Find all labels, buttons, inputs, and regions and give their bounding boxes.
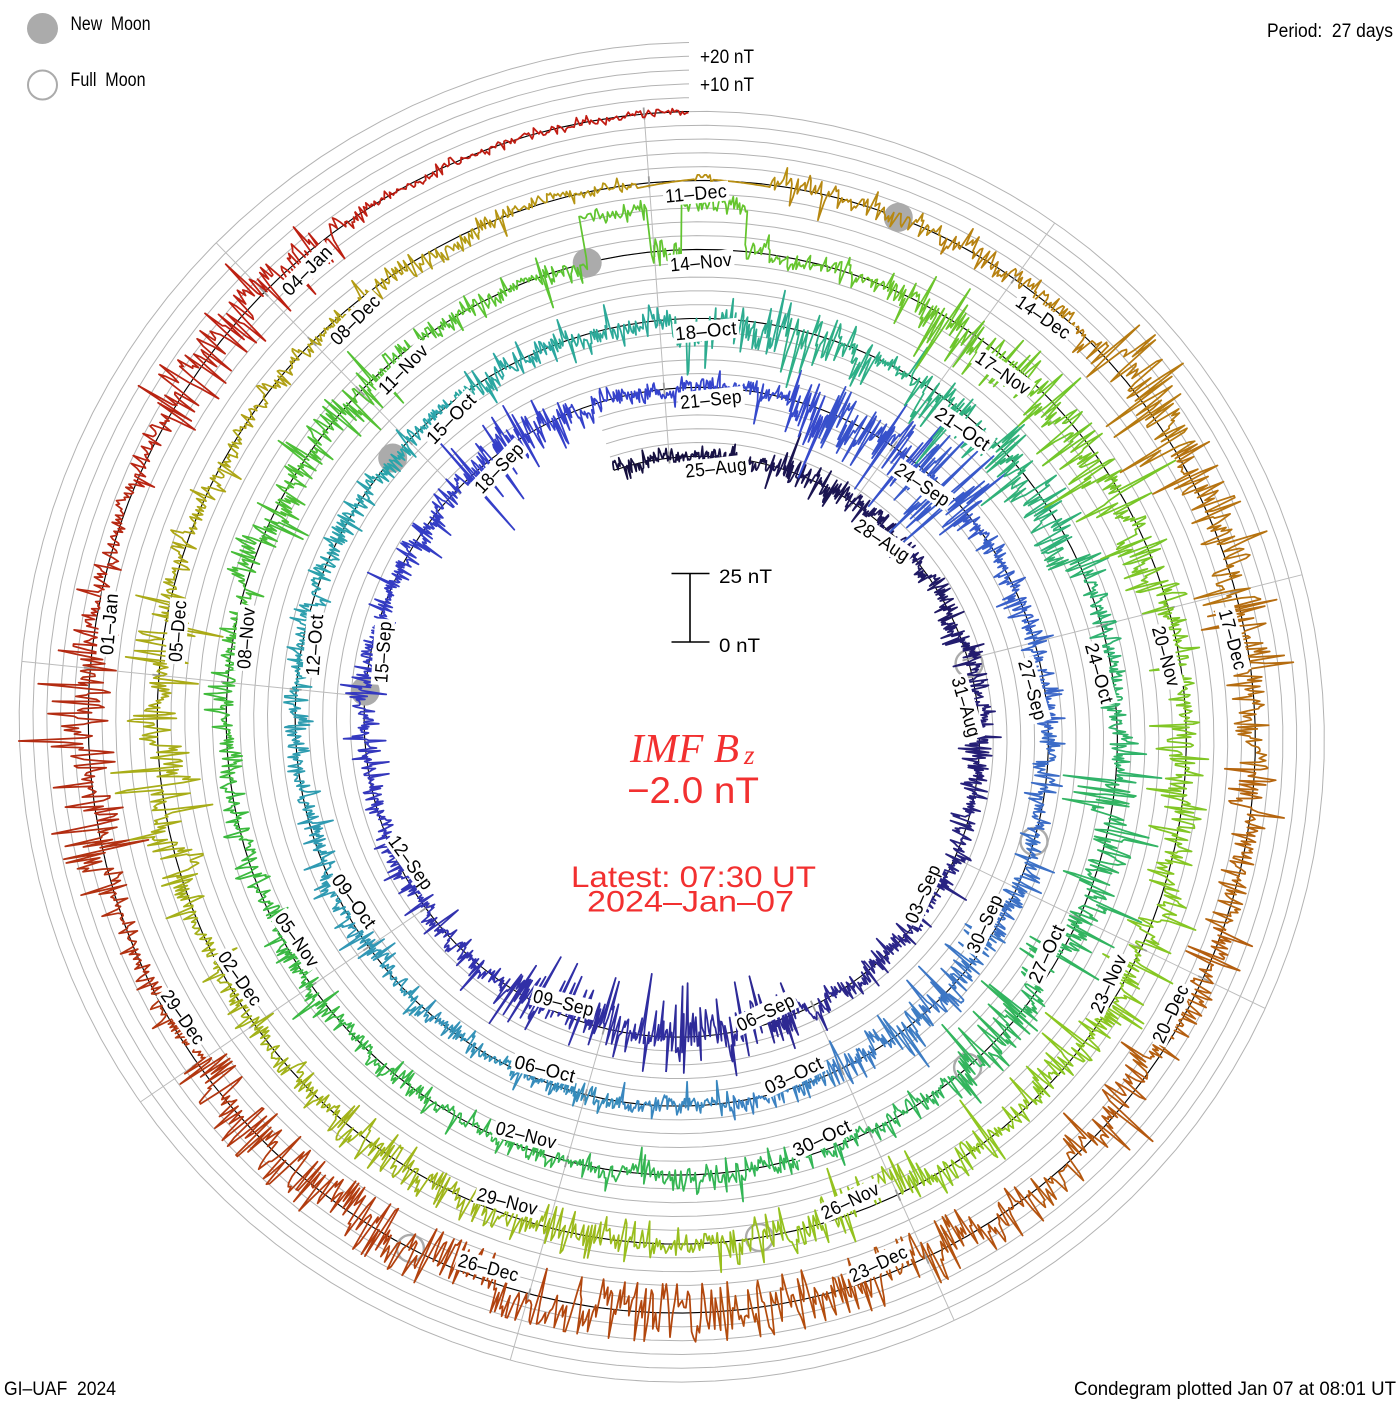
svg-text:12–Oct: 12–Oct bbox=[303, 613, 329, 677]
svg-text:15–Sep: 15–Sep bbox=[371, 620, 396, 683]
svg-text:25 nT: 25 nT bbox=[719, 566, 772, 588]
svg-text:−2.0 nT: −2.0 nT bbox=[627, 770, 759, 811]
svg-text:+20 nT: +20 nT bbox=[700, 46, 754, 68]
svg-text:05–Dec: 05–Dec bbox=[166, 599, 192, 662]
svg-text:IMF B: IMF B bbox=[629, 725, 739, 771]
svg-text:New Moon: New Moon bbox=[71, 14, 151, 35]
svg-text:08–Nov: 08–Nov bbox=[234, 606, 260, 670]
svg-text:GI–UAF 2024: GI–UAF 2024 bbox=[4, 1379, 116, 1400]
svg-text:Period: 27 days: Period: 27 days bbox=[1267, 21, 1393, 42]
svg-text:Condegram plotted Jan 07 at 08: Condegram plotted Jan 07 at 08:01 UT bbox=[1074, 1379, 1396, 1400]
svg-text:2024–Jan–07: 2024–Jan–07 bbox=[587, 886, 794, 919]
svg-text:0 nT: 0 nT bbox=[719, 635, 760, 657]
svg-text:Latest: 07:30 UT: Latest: 07:30 UT bbox=[571, 861, 816, 894]
svg-text:z: z bbox=[743, 740, 755, 770]
svg-text:01–Jan: 01–Jan bbox=[97, 592, 123, 656]
svg-text:Full Moon: Full Moon bbox=[71, 70, 146, 91]
svg-text:+10 nT: +10 nT bbox=[700, 74, 754, 96]
